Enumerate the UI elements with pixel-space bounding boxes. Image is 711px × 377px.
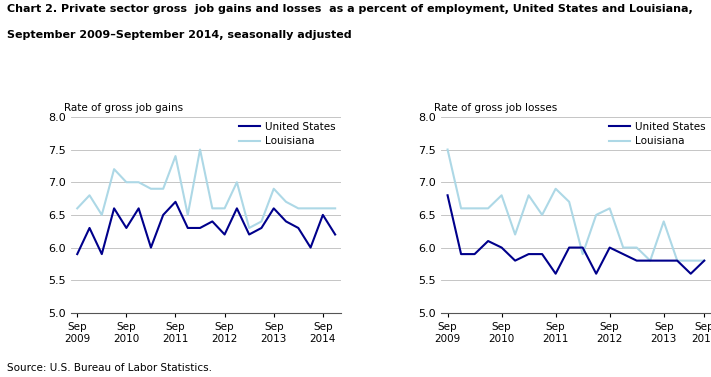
Line: United States: United States — [448, 195, 704, 274]
United States — [471, 252, 479, 256]
Louisiana — [660, 219, 668, 224]
United States — [660, 258, 668, 263]
Louisiana — [619, 245, 628, 250]
United States — [73, 252, 82, 256]
United States — [319, 213, 327, 217]
Louisiana — [245, 226, 253, 230]
Louisiana — [171, 154, 180, 158]
United States — [146, 245, 155, 250]
United States — [97, 252, 106, 256]
Louisiana — [306, 206, 315, 211]
United States — [220, 232, 229, 237]
Legend: United States, Louisiana: United States, Louisiana — [609, 122, 706, 146]
United States — [483, 239, 492, 243]
Text: Source: U.S. Bureau of Labor Statistics.: Source: U.S. Bureau of Labor Statistics. — [7, 363, 212, 373]
Legend: United States, Louisiana: United States, Louisiana — [240, 122, 336, 146]
United States — [183, 226, 192, 230]
Text: September 2009–September 2014, seasonally adjusted: September 2009–September 2014, seasonall… — [7, 30, 352, 40]
United States — [457, 252, 466, 256]
United States — [687, 271, 695, 276]
Louisiana — [294, 206, 303, 211]
United States — [619, 252, 628, 256]
United States — [232, 206, 241, 211]
United States — [171, 199, 180, 204]
United States — [444, 193, 452, 198]
Louisiana — [183, 213, 192, 217]
United States — [159, 213, 168, 217]
Louisiana — [331, 206, 339, 211]
Louisiana — [444, 147, 452, 152]
Louisiana — [457, 206, 466, 211]
Louisiana — [483, 206, 492, 211]
Louisiana — [700, 258, 708, 263]
United States — [109, 206, 118, 211]
Text: Chart 2. Private sector gross  job gains and losses  as a percent of employment,: Chart 2. Private sector gross job gains … — [7, 4, 693, 14]
United States — [552, 271, 560, 276]
United States — [565, 245, 573, 250]
United States — [592, 271, 600, 276]
Louisiana — [633, 245, 641, 250]
United States — [538, 252, 547, 256]
Louisiana — [498, 193, 506, 198]
Line: Louisiana: Louisiana — [77, 150, 335, 228]
United States — [196, 226, 204, 230]
United States — [633, 258, 641, 263]
Louisiana — [282, 199, 290, 204]
United States — [510, 258, 519, 263]
United States — [498, 245, 506, 250]
Louisiana — [579, 252, 587, 256]
Louisiana — [146, 187, 155, 191]
Louisiana — [471, 206, 479, 211]
United States — [245, 232, 253, 237]
Louisiana — [159, 187, 168, 191]
United States — [122, 226, 131, 230]
United States — [208, 219, 217, 224]
United States — [673, 258, 681, 263]
Louisiana — [510, 232, 519, 237]
United States — [134, 206, 143, 211]
Louisiana — [73, 206, 82, 211]
United States — [331, 232, 339, 237]
United States — [269, 206, 278, 211]
Louisiana — [196, 147, 204, 152]
Louisiana — [208, 206, 217, 211]
United States — [525, 252, 533, 256]
Text: Rate of gross job gains: Rate of gross job gains — [64, 103, 183, 113]
Louisiana — [319, 206, 327, 211]
Louisiana — [606, 206, 614, 211]
Louisiana — [85, 193, 94, 198]
Louisiana — [525, 193, 533, 198]
United States — [700, 258, 708, 263]
United States — [294, 226, 303, 230]
Louisiana — [122, 180, 131, 184]
Louisiana — [592, 213, 600, 217]
Louisiana — [220, 206, 229, 211]
Line: Louisiana: Louisiana — [448, 150, 704, 261]
Louisiana — [97, 213, 106, 217]
United States — [85, 226, 94, 230]
Louisiana — [565, 199, 573, 204]
Louisiana — [257, 219, 266, 224]
Louisiana — [646, 258, 654, 263]
Louisiana — [673, 258, 681, 263]
Line: United States: United States — [77, 202, 335, 254]
United States — [257, 226, 266, 230]
United States — [306, 245, 315, 250]
Louisiana — [687, 258, 695, 263]
Louisiana — [269, 187, 278, 191]
Louisiana — [109, 167, 118, 172]
United States — [606, 245, 614, 250]
Text: Rate of gross job losses: Rate of gross job losses — [434, 103, 557, 113]
Louisiana — [134, 180, 143, 184]
Louisiana — [538, 213, 547, 217]
United States — [282, 219, 290, 224]
Louisiana — [232, 180, 241, 184]
United States — [646, 258, 654, 263]
Louisiana — [552, 187, 560, 191]
United States — [579, 245, 587, 250]
